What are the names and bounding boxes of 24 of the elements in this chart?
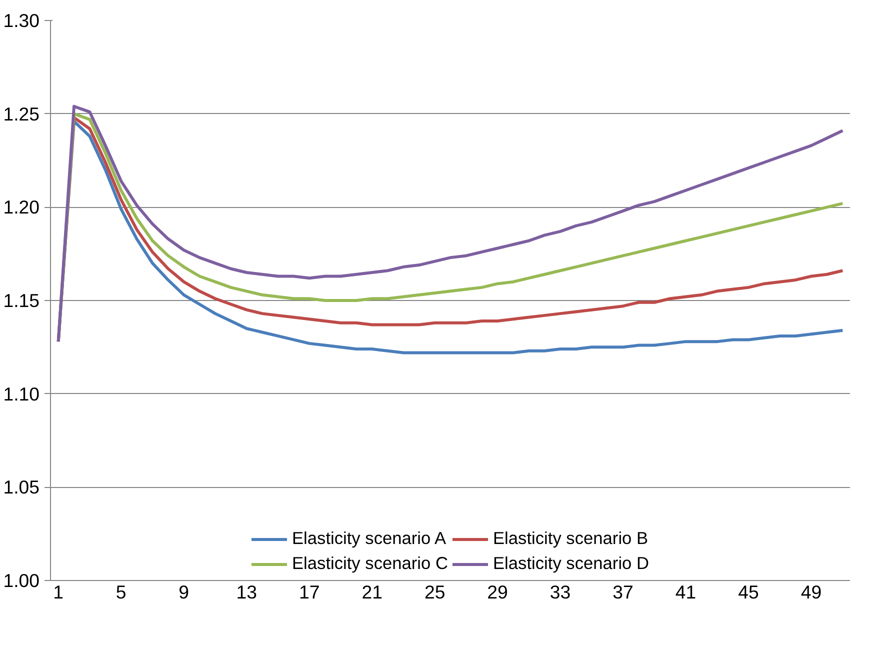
x-tick-label: 49 (800, 582, 822, 602)
x-tick-label: 25 (424, 582, 446, 602)
y-tick-label: 1.30 (3, 10, 40, 31)
x-tick-label: 9 (178, 582, 190, 602)
legend-label: Elasticity scenario B (493, 528, 648, 549)
legend-label: Elasticity scenario D (493, 553, 650, 574)
y-tick-label: 1.05 (3, 476, 40, 498)
y-tick-label: 1.00 (3, 570, 40, 591)
x-tick-label: 33 (550, 582, 571, 602)
legend-label: Elasticity scenario C (292, 553, 448, 574)
x-tick-label: 13 (236, 582, 257, 602)
x-tick-label: 17 (298, 582, 320, 602)
legend-label: Elasticity scenario A (292, 528, 446, 549)
y-tick-label: 1.10 (3, 383, 40, 404)
y-tick-label: 1.15 (3, 290, 40, 311)
x-tick-label: 5 (116, 582, 126, 602)
x-tick-label: 29 (487, 582, 508, 602)
x-tick-label: 21 (362, 582, 382, 602)
x-tick-label: 41 (675, 582, 696, 602)
y-tick-label: 1.20 (3, 196, 40, 218)
y-tick-label: 1.25 (3, 103, 40, 124)
x-tick-label: 1 (53, 582, 64, 602)
x-tick-label: 45 (738, 582, 759, 602)
x-tick-label: 37 (612, 582, 634, 602)
